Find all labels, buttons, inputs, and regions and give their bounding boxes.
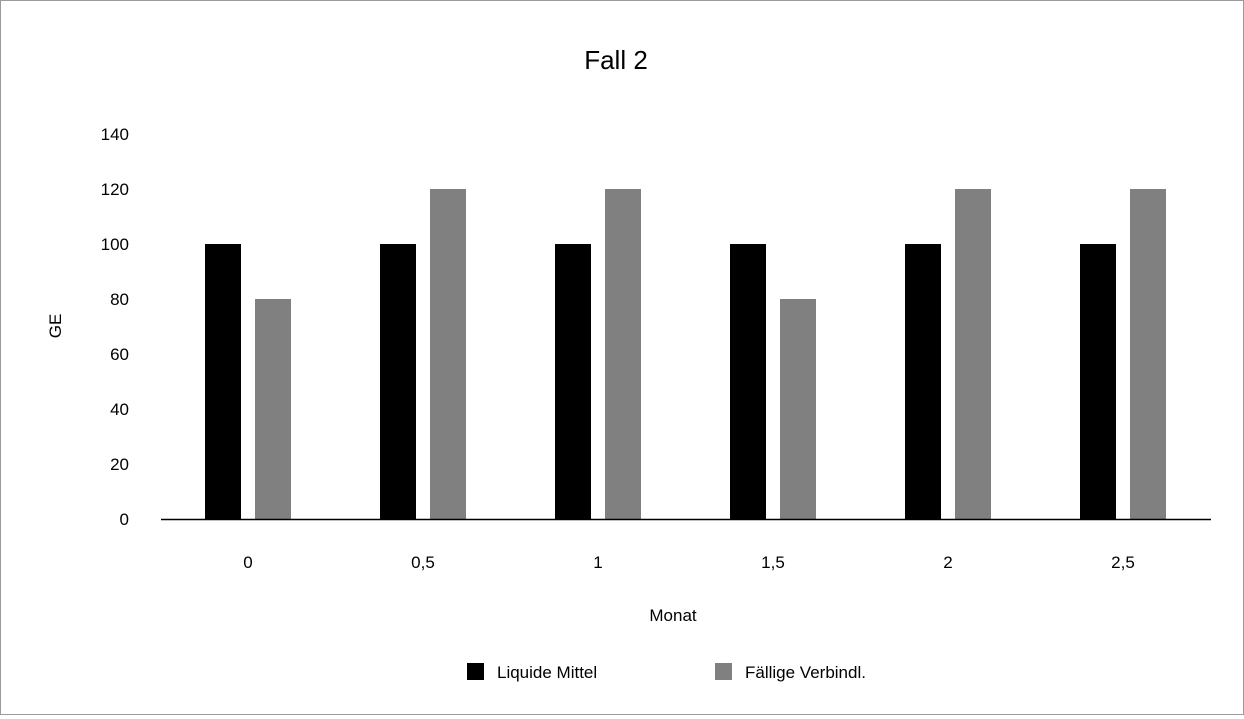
y-tick-label: 20 (110, 455, 129, 474)
legend: Liquide Mittel Fällige Verbindl. (467, 663, 866, 682)
bar-liquide-mittel-1 (380, 244, 416, 519)
x-tick-label: 2,5 (1111, 553, 1135, 572)
bar-faellige-verbindl-2 (605, 189, 641, 519)
y-tick-label: 120 (101, 180, 129, 199)
legend-swatch (715, 663, 732, 680)
x-tick-label: 0,5 (411, 553, 435, 572)
bar-liquide-mittel-2 (555, 244, 591, 519)
bar-faellige-verbindl-4 (955, 189, 991, 519)
y-tick-label: 60 (110, 345, 129, 364)
legend-label: Liquide Mittel (497, 663, 597, 682)
x-tick-label: 2 (943, 553, 952, 572)
y-axis-label: GE (46, 314, 65, 339)
y-tick-label: 0 (120, 510, 129, 529)
y-tick-label: 40 (110, 400, 129, 419)
x-axis-label: Monat (649, 606, 697, 625)
bar-liquide-mittel-0 (205, 244, 241, 519)
bar-faellige-verbindl-0 (255, 299, 291, 519)
x-tick-label: 1 (593, 553, 602, 572)
bar-faellige-verbindl-5 (1130, 189, 1166, 519)
x-tick-label: 1,5 (761, 553, 785, 572)
legend-swatch (467, 663, 484, 680)
y-tick-label: 100 (101, 235, 129, 254)
bar-liquide-mittel-3 (730, 244, 766, 519)
bars (205, 189, 1166, 519)
bar-liquide-mittel-4 (905, 244, 941, 519)
x-axis-ticks: 0 0,5 1 1,5 2 2,5 (243, 553, 1135, 572)
y-axis-ticks: 0 20 40 60 80 100 120 140 (101, 125, 129, 529)
y-tick-label: 140 (101, 125, 129, 144)
bar-liquide-mittel-5 (1080, 244, 1116, 519)
bar-faellige-verbindl-1 (430, 189, 466, 519)
y-tick-label: 80 (110, 290, 129, 309)
bar-faellige-verbindl-3 (780, 299, 816, 519)
x-tick-label: 0 (243, 553, 252, 572)
chart-title: Fall 2 (584, 45, 648, 75)
legend-label: Fällige Verbindl. (745, 663, 866, 682)
